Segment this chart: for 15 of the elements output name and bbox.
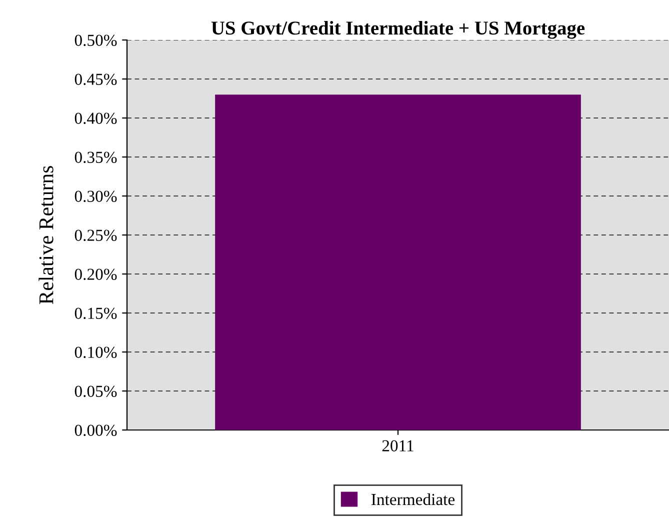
y-tick-label: 0.25%	[74, 230, 117, 242]
y-tick-label: 0.40%	[74, 112, 117, 124]
x-tick-label: 2011	[382, 440, 414, 452]
y-tick-label: 0.50%	[74, 34, 117, 46]
y-tick-label: 0.00%	[74, 424, 117, 436]
y-axis-title: Relative Returns	[38, 166, 54, 304]
y-tick-label: 0.30%	[74, 190, 117, 202]
y-tick-label: 0.15%	[74, 308, 117, 320]
legend-label: Intermediate	[371, 493, 455, 506]
y-tick-label: 0.10%	[74, 346, 117, 358]
y-tick-label: 0.05%	[74, 386, 117, 398]
y-tick-label: 0.45%	[74, 74, 117, 86]
y-tick-label: 0.35%	[74, 152, 117, 164]
chart-title: US Govt/Credit Intermediate + US Mortgage	[211, 20, 585, 39]
y-tick-label: 0.20%	[74, 268, 117, 280]
